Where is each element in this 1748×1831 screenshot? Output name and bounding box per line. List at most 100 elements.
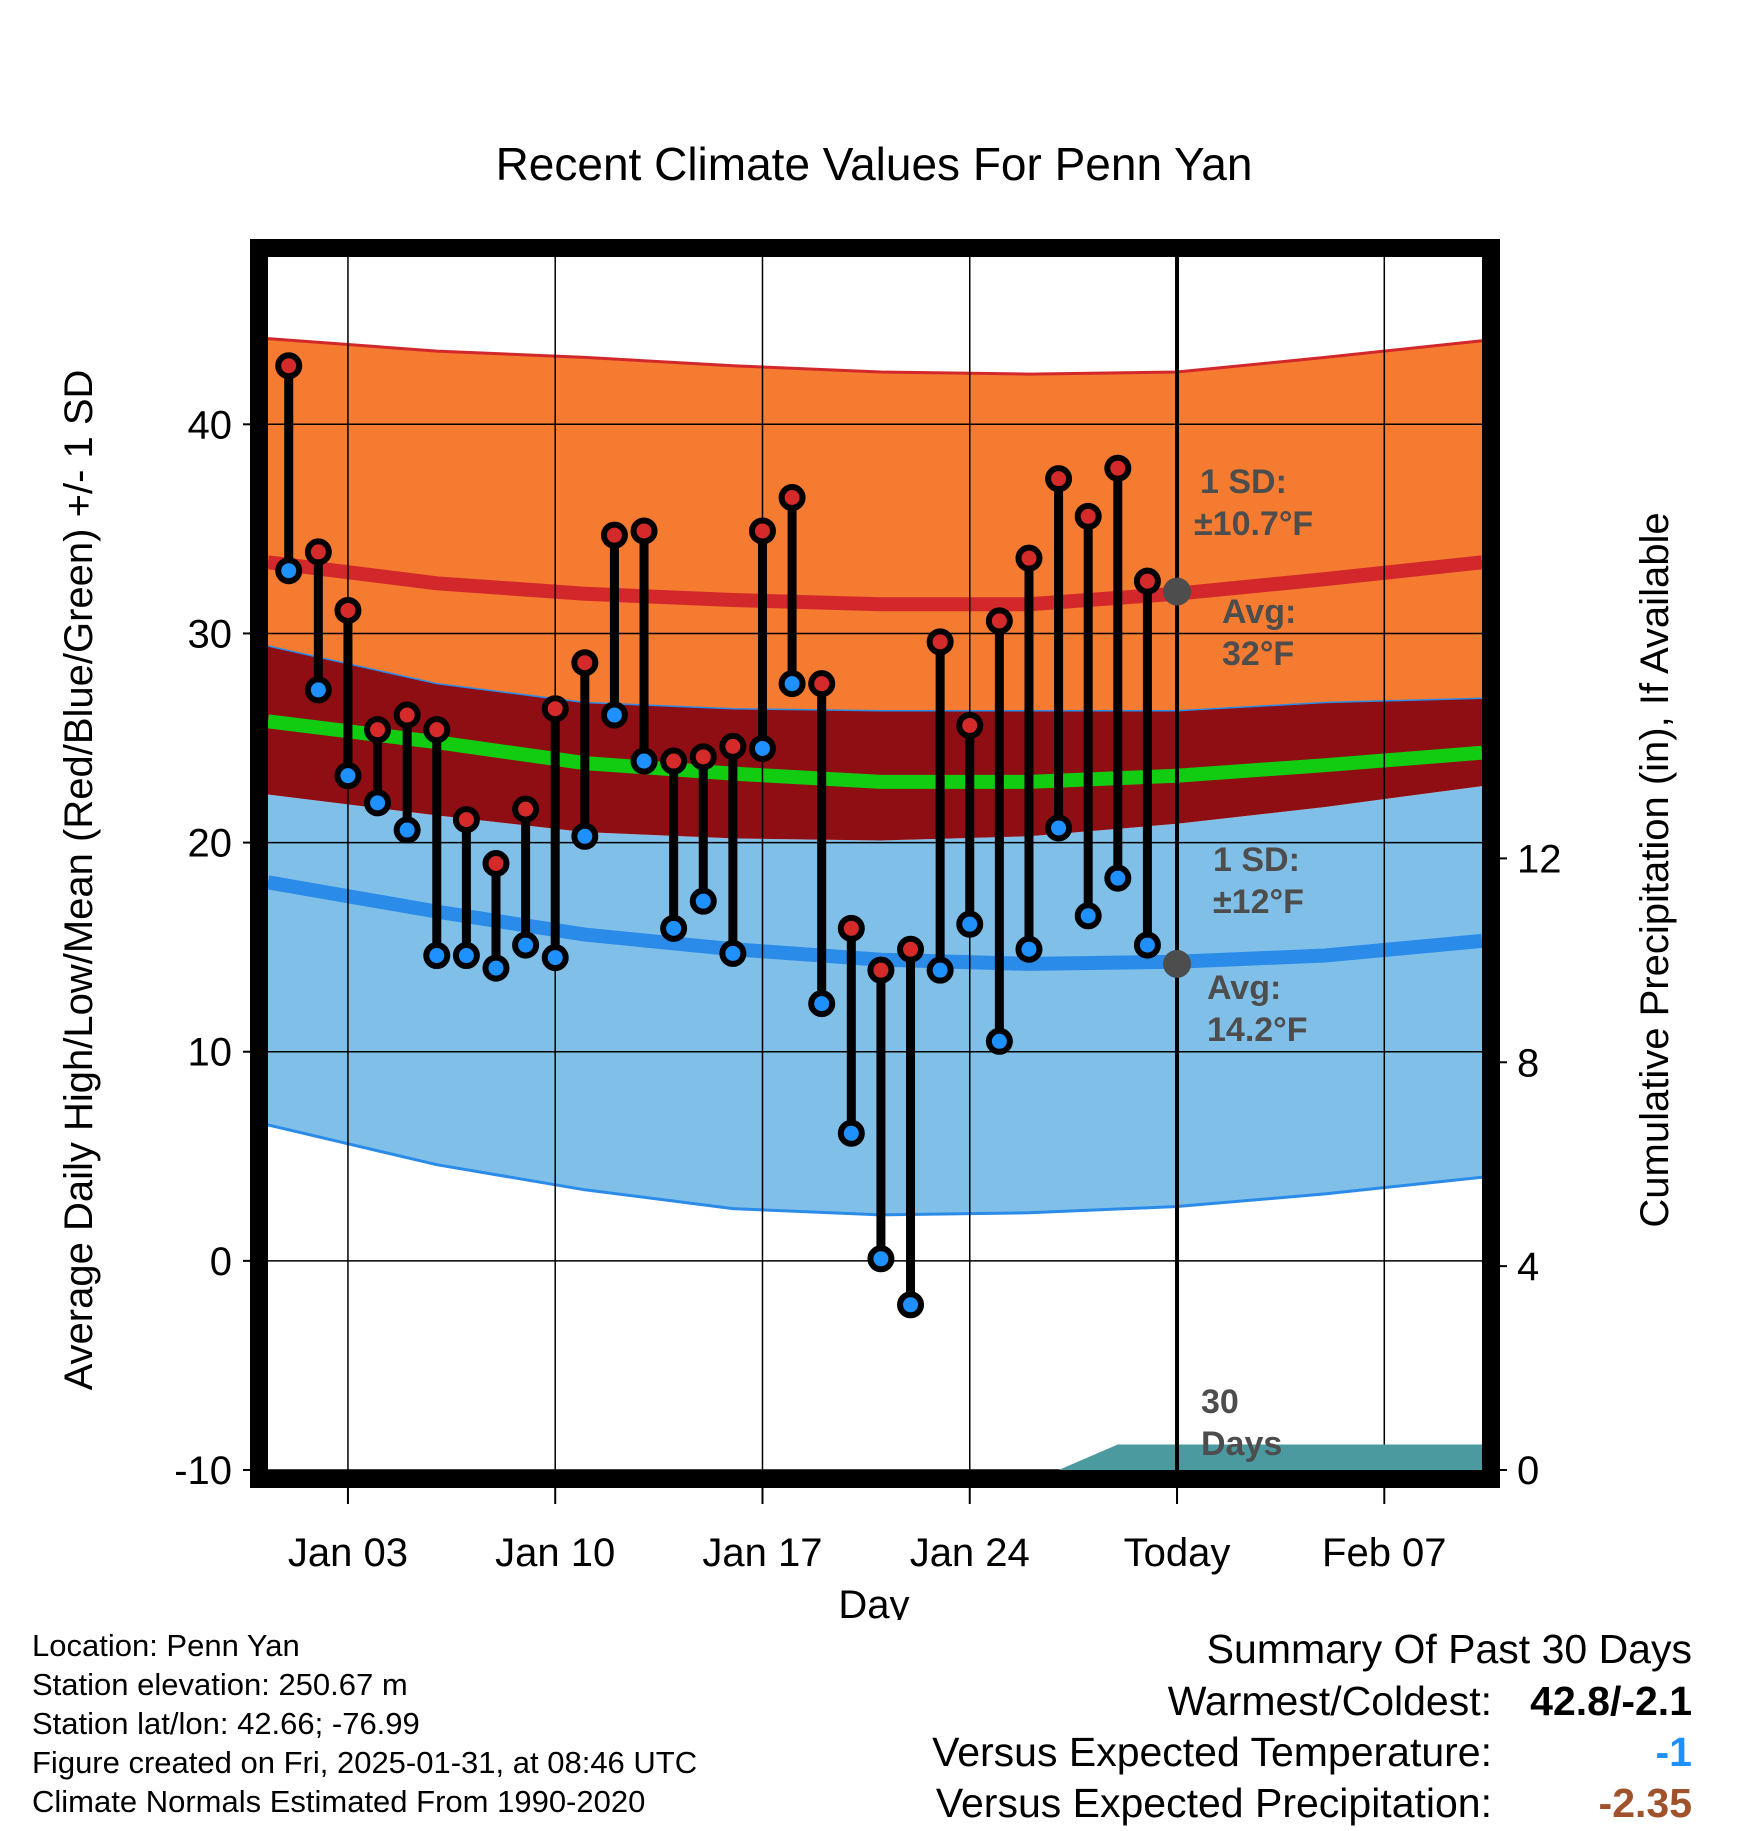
daily-low-point bbox=[541, 944, 569, 972]
daily-high-point bbox=[571, 649, 599, 677]
daily-low-point bbox=[482, 954, 510, 982]
daily-low-point bbox=[571, 822, 599, 850]
info-normals: Climate Normals Estimated From 1990-2020 bbox=[32, 1784, 646, 1819]
daily-low-point bbox=[748, 734, 776, 762]
daily-high-point bbox=[1133, 567, 1161, 595]
summary-row-precip: Versus Expected Precipitation: -2.35 bbox=[792, 1780, 1692, 1831]
low-avg-label: Avg: bbox=[1207, 969, 1281, 1007]
daily-low-point bbox=[719, 939, 747, 967]
info-elevation: Station elevation: 250.67 m bbox=[32, 1667, 408, 1702]
daily-high-point bbox=[482, 850, 510, 877]
high-sd-label: 1 SD: bbox=[1200, 463, 1287, 501]
daily-low-point bbox=[1104, 864, 1132, 892]
daily-low-point bbox=[423, 942, 451, 970]
daily-low-point bbox=[393, 816, 421, 844]
axes: -10 0 10 20 30 40 0 4 8 12 Jan 03 Jan 10 Jan 17 Jan 2… bbox=[174, 318, 1562, 1575]
daily-high-point bbox=[393, 701, 421, 729]
y-right-tick-label: 0 bbox=[1517, 1449, 1539, 1493]
y-tick-label: 30 bbox=[188, 612, 233, 656]
low-avg-value: 14.2°F bbox=[1207, 1011, 1308, 1049]
normal-bands bbox=[266, 337, 1483, 1217]
y-right-tick-label: 8 bbox=[1517, 1041, 1539, 1085]
daily-high-point bbox=[956, 711, 984, 739]
daily-low-point bbox=[1074, 902, 1102, 930]
daily-dots bbox=[275, 352, 1161, 1319]
daily-low-point bbox=[897, 1291, 925, 1319]
daily-high-point bbox=[364, 716, 392, 744]
high-avg-marker bbox=[1163, 577, 1192, 606]
daily-high-point bbox=[541, 695, 569, 723]
summary-row-temp: Versus Expected Temperature: -1 bbox=[792, 1729, 1692, 1780]
daily-high-point bbox=[600, 521, 628, 549]
daily-high-point bbox=[719, 732, 747, 760]
daily-high-point bbox=[423, 716, 451, 744]
daily-high-point bbox=[660, 747, 688, 775]
low-avg-marker bbox=[1163, 949, 1192, 978]
y-tick-label: 0 bbox=[210, 1240, 232, 1284]
station-info: Location: Penn Yan Station elevation: 25… bbox=[32, 1626, 697, 1821]
daily-low-point bbox=[512, 931, 540, 959]
summary-row-warmest-coldest: Warmest/Coldest: 42.8/-2.1 bbox=[792, 1678, 1692, 1729]
x-tick-label: Jan 17 bbox=[702, 1531, 822, 1575]
normal-high-line bbox=[267, 555, 1483, 612]
daily-low-point bbox=[630, 747, 658, 775]
daily-stems bbox=[284, 365, 1152, 1305]
high-avg-value: 32°F bbox=[1222, 635, 1294, 673]
daily-low-point bbox=[956, 910, 984, 938]
y-tick-label: 40 bbox=[188, 403, 233, 447]
daily-low-point bbox=[275, 557, 303, 585]
daily-high-point bbox=[867, 956, 895, 984]
x-tick-label: Feb 07 bbox=[1322, 1531, 1447, 1575]
warmest-coldest-label: Warmest/Coldest: bbox=[1167, 1678, 1492, 1724]
y-tick-label: 10 bbox=[188, 1031, 233, 1075]
daily-high-point bbox=[897, 935, 925, 963]
x-axis-label: Day bbox=[838, 1583, 909, 1620]
x-tick-label: Jan 03 bbox=[288, 1531, 408, 1575]
daily-high-point bbox=[1074, 502, 1102, 530]
daily-low-point bbox=[660, 914, 688, 942]
daily-high-point bbox=[630, 517, 658, 545]
daily-high-point bbox=[778, 484, 806, 512]
precip-cumulative-area bbox=[1058, 1444, 1482, 1470]
daily-high-point bbox=[1015, 544, 1043, 572]
y-axis-right-label: Cumulative Precipitation (in), If Availa… bbox=[1633, 512, 1677, 1227]
temp-vs-expected-label: Versus Expected Temperature: bbox=[932, 1729, 1492, 1775]
daily-low-point bbox=[837, 1119, 865, 1147]
summary-panel: Summary Of Past 30 Days Warmest/Coldest:… bbox=[792, 1626, 1692, 1831]
info-location: Location: Penn Yan bbox=[32, 1628, 300, 1663]
high-sd-lower-edge bbox=[267, 645, 1483, 712]
info-created: Figure created on Fri, 2025-01-31, at 08… bbox=[32, 1745, 698, 1780]
daily-high-point bbox=[748, 517, 776, 545]
precip-vs-expected-label: Versus Expected Precipitation: bbox=[935, 1780, 1492, 1826]
warmest-coldest-value: 42.8/-2.1 bbox=[1530, 1678, 1692, 1724]
high-sd-upper-edge bbox=[267, 337, 1483, 376]
normal-mean-line bbox=[267, 714, 1483, 789]
daily-low-point bbox=[1133, 931, 1161, 959]
days-count: 30 bbox=[1201, 1383, 1239, 1421]
daily-low-point bbox=[867, 1245, 895, 1273]
daily-low-point bbox=[334, 762, 362, 790]
daily-high-point bbox=[275, 352, 303, 380]
daily-low-point bbox=[600, 701, 628, 729]
daily-low-point bbox=[364, 789, 392, 817]
daily-high-point bbox=[689, 743, 717, 771]
daily-low-point bbox=[1045, 814, 1073, 842]
daily-high-point bbox=[1104, 454, 1132, 482]
daily-high-point bbox=[926, 628, 954, 656]
high-avg-label: Avg: bbox=[1222, 593, 1296, 631]
y-right-tick-label: 12 bbox=[1517, 837, 1562, 881]
daily-high-point bbox=[808, 670, 836, 698]
low-sd-value: ±12°F bbox=[1213, 883, 1304, 921]
daily-high-point bbox=[985, 607, 1013, 635]
info-latlon: Station lat/lon: 42.66; -76.99 bbox=[32, 1706, 420, 1741]
daily-low-point bbox=[985, 1027, 1013, 1055]
precip-area bbox=[1058, 1444, 1482, 1470]
daily-high-point bbox=[1045, 465, 1073, 493]
daily-low-point bbox=[304, 676, 332, 704]
y-tick-label: 20 bbox=[188, 822, 233, 866]
low-sd-label: 1 SD: bbox=[1213, 841, 1300, 879]
daily-low-point bbox=[926, 956, 954, 984]
x-tick-label: Jan 24 bbox=[910, 1531, 1030, 1575]
daily-low-point bbox=[452, 942, 480, 970]
daily-high-point bbox=[334, 596, 362, 624]
